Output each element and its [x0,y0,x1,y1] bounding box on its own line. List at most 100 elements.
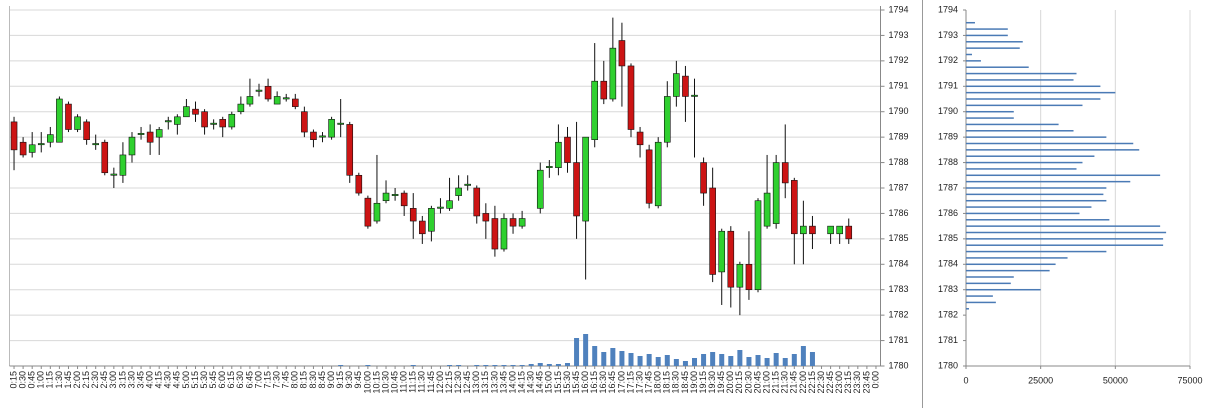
bar [966,91,1116,94]
candle-body [500,218,508,250]
volume-bar [728,356,734,366]
candle-body [682,75,689,97]
candle-body [609,47,617,100]
volume-bar [447,365,453,366]
x-tick-label: 15:45 [571,371,581,394]
volume-bar [546,364,552,366]
candle-body [663,96,671,143]
x-tick-label: 18:15 [662,371,672,394]
x-tick-label: 0:00 [870,371,880,389]
bar [966,257,1068,259]
x-tick-label: 6:00 [217,371,227,389]
volume-bar [655,357,661,366]
volume-bar [746,357,752,366]
candle-body [246,96,254,105]
bar [966,142,1134,145]
x-tick-label: 23:45 [861,371,871,394]
y-tick-label: 1782 [938,310,958,320]
y-tick-label: 1780 [889,360,909,370]
candle-body [219,119,227,128]
candle-body [546,166,553,168]
x-tick-label: 16:30 [598,371,608,394]
candle-body [210,122,217,125]
candle-body [119,154,127,176]
y-tick-label: 1786 [889,208,909,218]
bar [966,263,1056,266]
x-tick-label: 17:15 [625,371,635,394]
bar [966,117,1014,119]
x-tick-label: 4:00 [145,371,155,389]
candle-body [237,103,245,113]
y-tick-label: 1780 [938,360,958,370]
x-tick-label: 9:45 [353,371,363,389]
x-tick-label: 5:45 [208,371,218,389]
x-tick-label: 5:00 [181,371,191,389]
x-tick-label: 9:15 [335,371,345,389]
y-tick-label: 1781 [938,335,958,345]
candle-body [192,108,199,115]
bar [966,21,975,24]
y-tick-label: 1781 [889,335,909,345]
x-tick-label: 6:30 [235,371,245,389]
x-tick-label: 3:45 [135,371,145,389]
candle-body [174,116,181,125]
x-tick-label: 10:15 [371,371,381,394]
x-tick-label: 4:30 [163,371,173,389]
bar [966,72,1077,75]
volume-bar [782,358,788,366]
candle-body [373,202,381,222]
volume-bar [537,363,543,366]
x-tick-label: 1:45 [63,371,73,389]
volume-bar [501,365,507,366]
candle-body [745,263,753,291]
volume-bar [710,352,716,366]
candle-body [328,119,335,138]
y-tick-label: 1791 [938,81,958,91]
candle-body [382,192,390,202]
x-tick-label: 8:45 [317,371,327,389]
y-tick-label: 1790 [938,106,958,116]
x-tick-label: 15:00 [544,371,554,394]
volume-bar [555,364,561,366]
x-tick-label: 13:00 [471,371,481,394]
bar [966,193,1104,196]
volume-bar [701,354,707,366]
volume-bar [692,358,698,366]
bar [966,60,981,62]
candle-body [654,141,662,207]
candle-body [19,141,27,156]
volume-bar [773,353,779,366]
x-tick-label: 23:30 [852,371,862,394]
y-tick-label: 1788 [938,157,958,167]
y-tick-label: 1784 [938,259,958,269]
bar [966,136,1107,138]
x-tick-label: 18:00 [653,371,663,394]
bar [966,168,1077,170]
x-tick-label: 17:00 [616,371,626,394]
x-tick-label: 16:00 [580,371,590,394]
bar [966,79,1074,81]
candle-body [74,116,81,130]
candle-body [827,225,834,235]
x-tick-label: 15:15 [553,371,563,394]
volume-bar [338,365,344,366]
bar [966,130,1074,132]
candle-body [282,97,290,100]
volume-bar [646,354,652,366]
candle-body [419,220,426,235]
volume-bar [601,352,607,366]
y-tick-label: 1785 [889,233,909,243]
bar [966,149,1140,151]
candle-body [464,183,471,186]
x-tick-label: 13:45 [498,371,508,394]
candle-body [201,111,208,128]
volume-bar [574,338,580,366]
x-tick-label: 12:15 [444,371,454,394]
x-tick-label: 22:00 [798,371,808,394]
x-tick-label: 19:30 [707,371,717,394]
candle-body [564,136,571,163]
x-tick-label: 0:30 [17,371,27,389]
x-tick-label: 15:30 [562,371,572,394]
bar [966,110,1014,113]
x-tick-label: 2:00 [72,371,82,389]
